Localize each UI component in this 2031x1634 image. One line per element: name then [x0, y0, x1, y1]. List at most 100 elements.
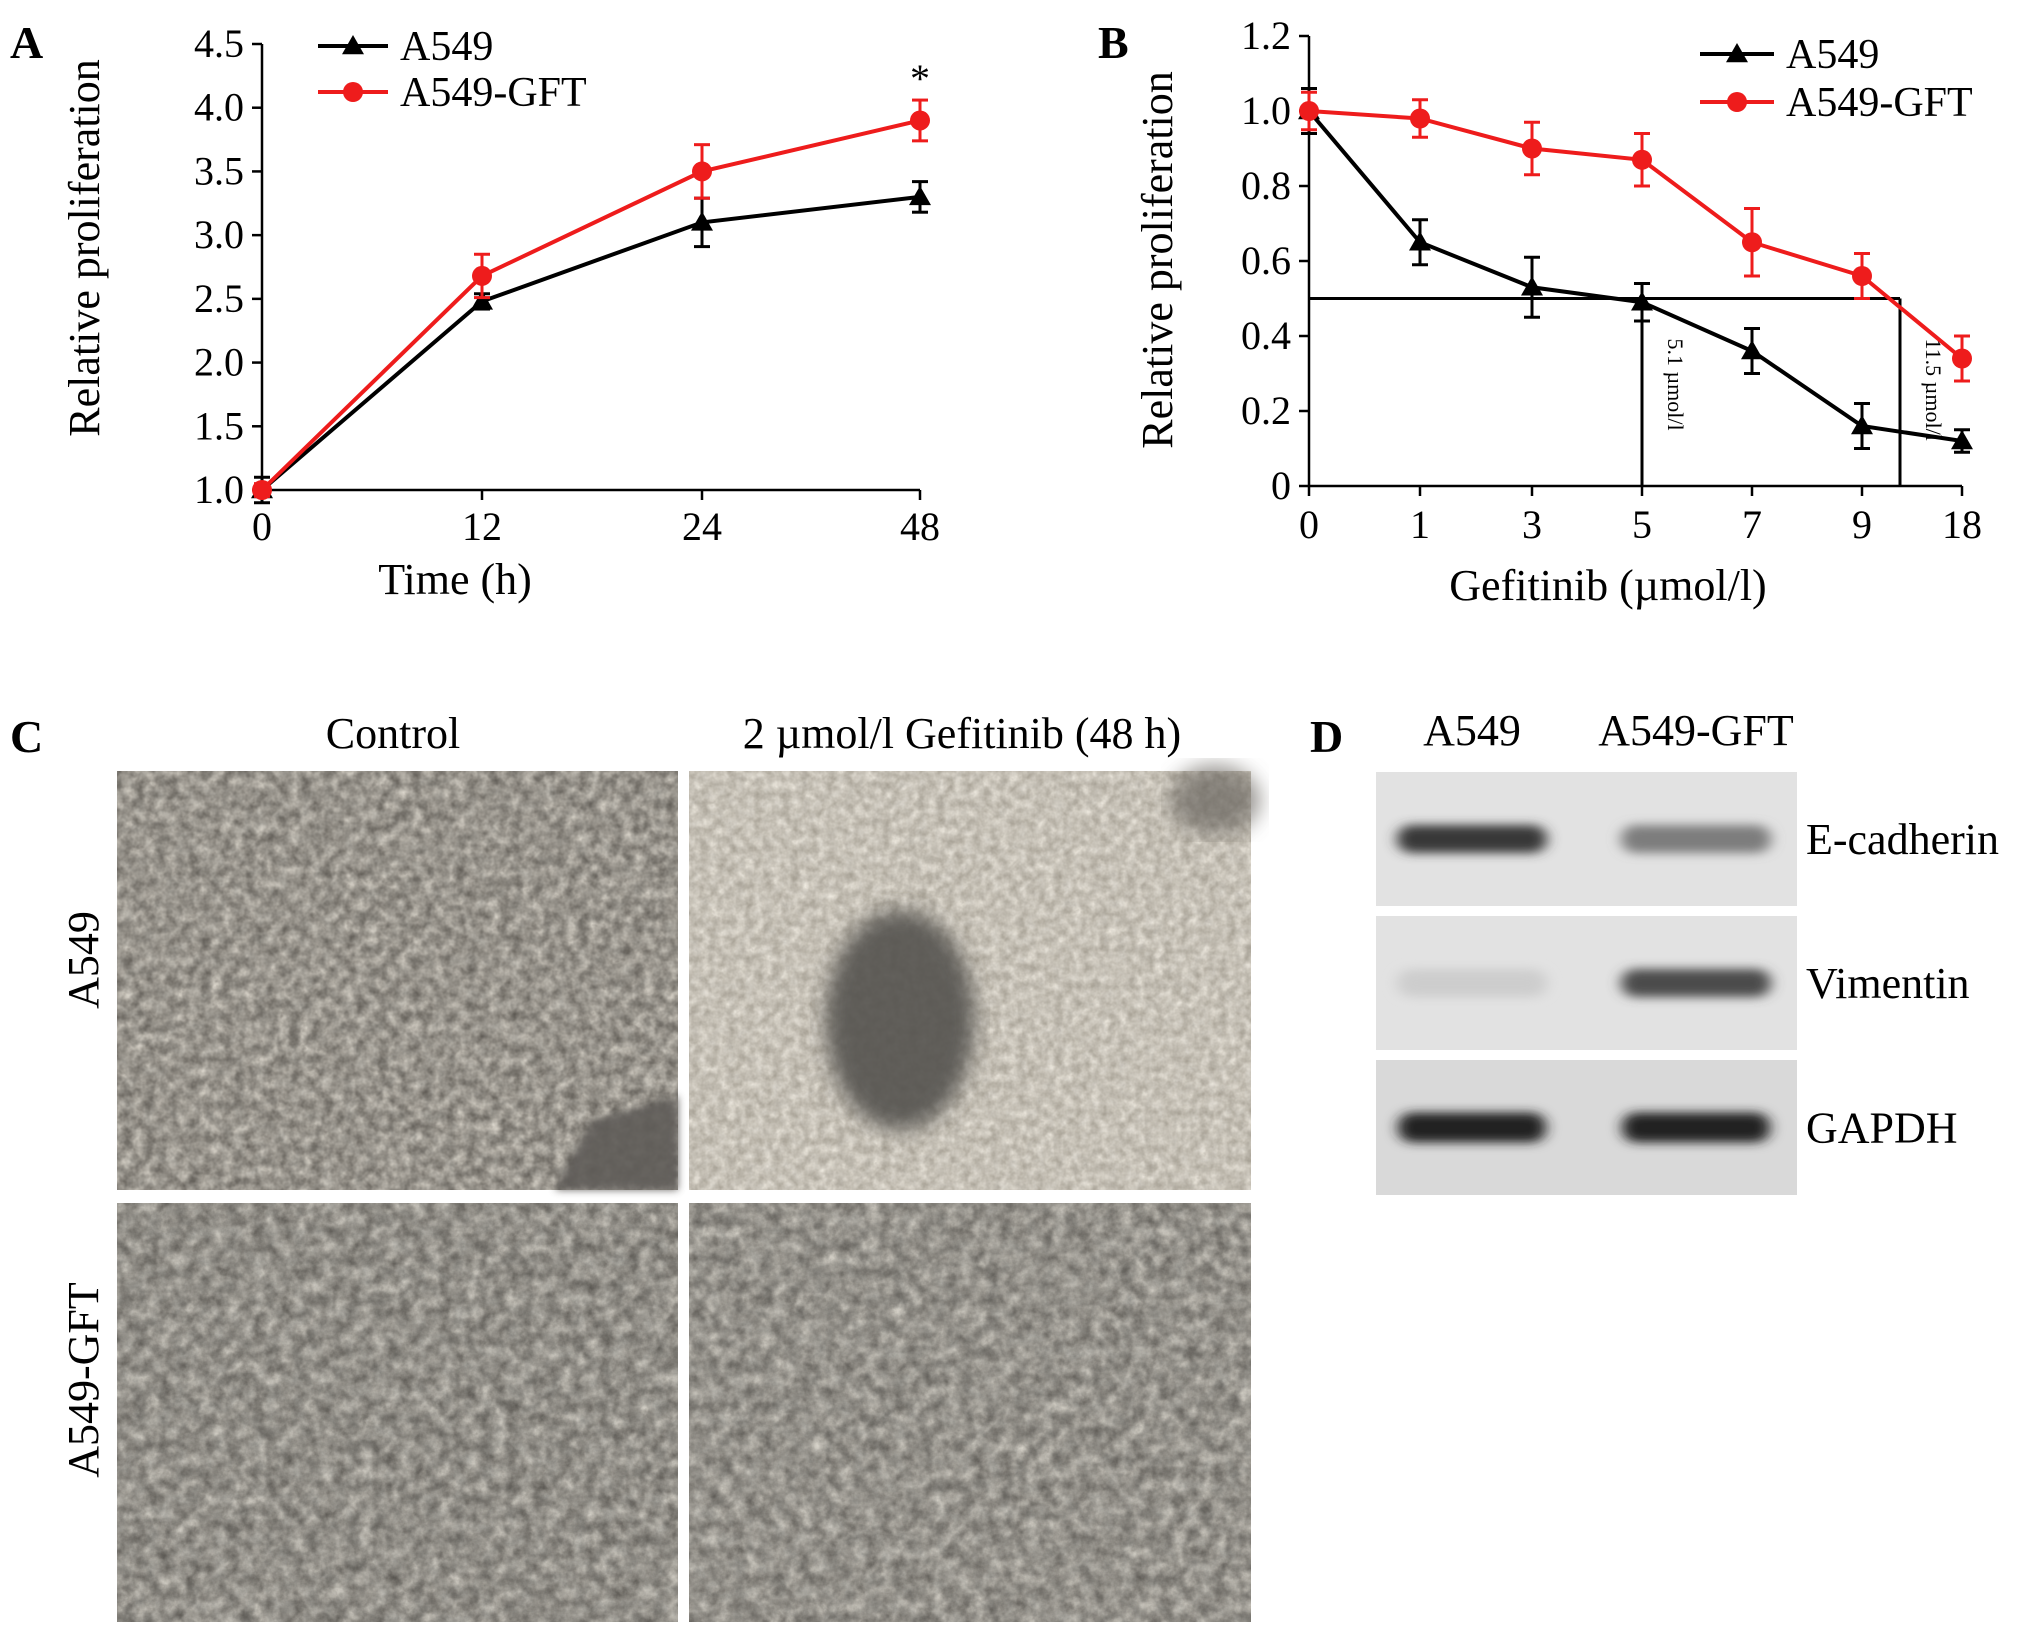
chart-a-series [251, 98, 931, 505]
micrograph-col-header-gefitinib: 2 µmol/l Gefitinib (48 h) [743, 709, 1181, 758]
blot-band [1397, 825, 1547, 853]
chart-b-ic50-label: 11.5 µmol/l [1921, 339, 1946, 441]
chart-b-xtick-label: 3 [1522, 502, 1542, 547]
chart-b-xtick-label: 7 [1742, 502, 1762, 547]
chart-a-ytick-label: 4.5 [194, 21, 244, 66]
panel-a: A 1.0 1.5 2.0 2.5 3.0 3.5 4.0 4.5 0 12 24 48 A549A5… [10, 17, 940, 604]
chart-b-xtick-label: 18 [1942, 502, 1982, 547]
chart-b-legend-entry: A549-GFT [1786, 80, 1973, 126]
chart-a-xlabel: Time (h) [378, 555, 532, 604]
chart-a-xtick-label: 48 [900, 504, 940, 549]
chart-b-point [1632, 149, 1652, 170]
blot-row-e-cadherin: E-cadherin [1376, 772, 1999, 906]
blot-band [1397, 969, 1547, 997]
panel-b: B 0 0.2 0.4 0.6 0.8 1.0 1.2 0 1 3 5 7 9 18 5.1 µmol/l… [1098, 13, 1982, 610]
chart-a-series-a549 [251, 180, 931, 505]
chart-a-ytick-label: 2.0 [194, 340, 244, 385]
micrograph-a549-gft-gefitinib [689, 1203, 1251, 1622]
chart-a-ytick-label: 3.0 [194, 212, 244, 257]
chart-a-point [692, 161, 712, 182]
chart-b-point [1852, 266, 1872, 286]
micrograph-row-label-a549: A549 [59, 911, 108, 1009]
chart-b-point [1742, 232, 1762, 253]
chart-b-point [1522, 138, 1542, 159]
chart-a-series-a549-gft [252, 98, 930, 500]
chart-b-point [1521, 276, 1543, 296]
chart-b-ic50-lines: 5.1 µmol/l 11.5 µmol/l [1309, 297, 1946, 486]
chart-b-point [1299, 101, 1319, 121]
chart-a-ylabel: Relative proliferation [60, 59, 109, 437]
blot-band [1621, 825, 1771, 853]
micrograph-col-header-control: Control [326, 709, 460, 758]
blot-lane-label-a549: A549 [1423, 706, 1521, 755]
chart-b-point [1409, 231, 1431, 251]
chart-b-point [1410, 108, 1430, 129]
chart-a-ytick-label: 4.0 [194, 85, 244, 130]
panel-letter-b: B [1098, 17, 1129, 68]
chart-b-series-a549-gft [1299, 90, 1972, 383]
chart-b-ic50-label: 5.1 µmol/l [1663, 339, 1688, 431]
blot-lane-label-a549-gft: A549-GFT [1598, 706, 1794, 755]
micrograph-a549-gefitinib [689, 765, 1260, 1190]
chart-a-point [691, 211, 713, 231]
chart-b-ytick-label: 0.4 [1241, 313, 1291, 358]
panel-letter-a: A [10, 17, 43, 68]
blot-row-gapdh: GAPDH [1376, 1060, 1958, 1195]
chart-b-series-a549 [1298, 87, 1973, 454]
chart-b-ytick-label: 0.6 [1241, 238, 1291, 283]
western-blot: E-cadherin Vimentin GAPDH [1376, 772, 1999, 1195]
chart-a-ytick-label: 3.5 [194, 148, 244, 193]
chart-b-point [1851, 415, 1873, 435]
micrograph-row-label-a549-gft: A549-GFT [59, 1282, 108, 1478]
blot-band [1398, 1112, 1546, 1143]
chart-a-ytick-label: 2.5 [194, 276, 244, 321]
chart-a-point [472, 265, 492, 286]
chart-b-ytick-label: 0.8 [1241, 163, 1291, 208]
chart-a-point [909, 185, 931, 206]
micrograph-a549-gft-control [117, 1203, 678, 1622]
panel-letter-c: C [10, 711, 43, 762]
blot-band [1621, 969, 1771, 997]
blot-band-label: E-cadherin [1806, 815, 1999, 864]
chart-b-ticks: 0 0.2 0.4 0.6 0.8 1.0 1.2 0 1 3 5 7 9 18 [1241, 13, 1982, 547]
significance-star: * [910, 56, 930, 101]
chart-b-series [1298, 87, 1973, 454]
chart-b-xtick-label: 1 [1410, 502, 1430, 547]
chart-b-ytick-label: 1.0 [1241, 88, 1291, 133]
chart-a-ytick-label: 1.0 [194, 467, 244, 512]
chart-a-axes [260, 44, 920, 492]
chart-b-xlabel: Gefitinib (µmol/l) [1449, 561, 1766, 610]
chart-a-xtick-label: 12 [462, 504, 502, 549]
blot-band-label: Vimentin [1806, 959, 1970, 1008]
chart-a-ticks: 1.0 1.5 2.0 2.5 3.0 3.5 4.0 4.5 0 12 24 48 [194, 21, 940, 549]
chart-a-ytick-label: 1.5 [194, 403, 244, 448]
chart-b-point [1631, 291, 1653, 311]
panel-letter-d: D [1310, 711, 1343, 762]
panel-d: D A549 A549-GFT E-cadherin Vimentin GAPDH [1310, 706, 1999, 1195]
chart-b-ytick-label: 0 [1271, 463, 1291, 508]
chart-b-legend-entry: A549 [1786, 32, 1879, 78]
chart-b-ytick-label: 1.2 [1241, 13, 1291, 58]
chart-a-point [252, 480, 272, 500]
chart-a-line [260, 118, 921, 492]
panel-c: C Control 2 µmol/l Gefitinib (48 h) A549… [10, 709, 1260, 1622]
chart-b-ytick-label: 0.2 [1241, 388, 1291, 433]
blot-band-label: GAPDH [1806, 1104, 1958, 1153]
chart-a-legend-marker [342, 35, 364, 55]
chart-b-xtick-label: 5 [1632, 502, 1652, 547]
chart-b-point [1952, 348, 1972, 369]
chart-b-ylabel: Relative proliferation [1133, 71, 1182, 449]
chart-b-legend-marker [1727, 92, 1747, 112]
chart-a-line [260, 194, 921, 492]
chart-a-point [471, 290, 493, 310]
chart-b-xtick-label: 0 [1299, 502, 1319, 547]
chart-a-xtick-label: 0 [252, 504, 272, 549]
chart-b-point [1741, 340, 1763, 360]
chart-b-xtick-label: 9 [1852, 502, 1872, 547]
blot-row-vimentin: Vimentin [1376, 916, 1970, 1050]
micrograph-a549-control [117, 771, 678, 1190]
